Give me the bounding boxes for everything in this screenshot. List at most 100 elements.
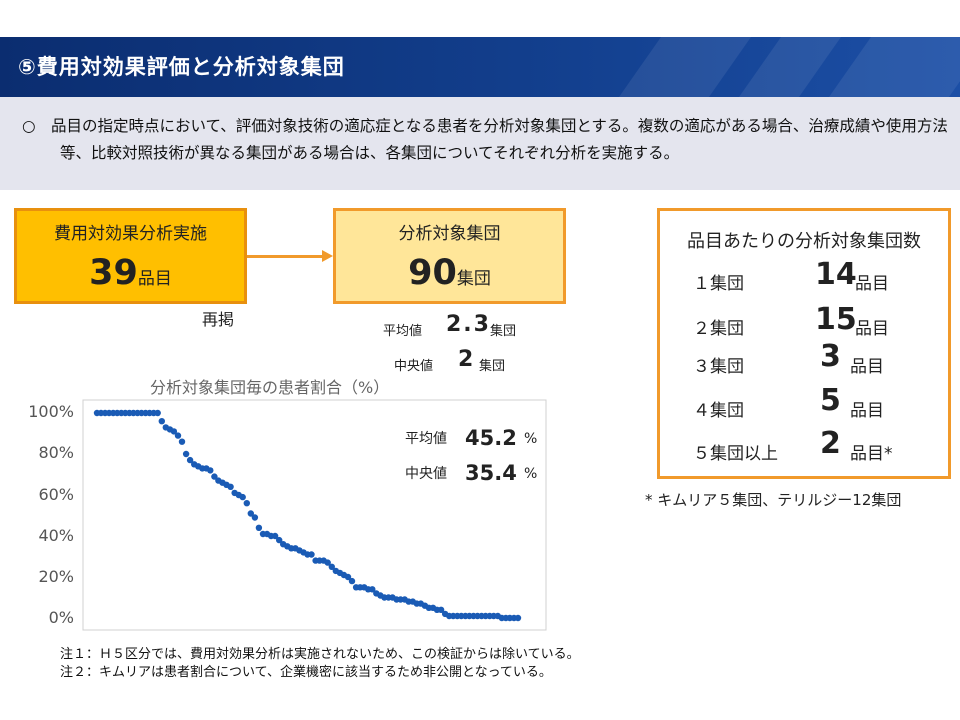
groups-row-unit: 品目 [855, 274, 889, 294]
data-point [441, 610, 449, 618]
data-point [450, 612, 457, 620]
data-point [506, 614, 514, 622]
data-point [417, 600, 424, 607]
data-point [490, 612, 497, 620]
groups-row-label: ２集団 [693, 319, 744, 339]
chart-median-label: 中央値 [405, 466, 447, 482]
groups-row-unit: 品目* [850, 444, 893, 464]
data-point [118, 409, 125, 417]
chart-median-value: 35.4 [465, 461, 517, 485]
data-point [458, 612, 465, 620]
data-point [393, 596, 400, 603]
data-point [429, 604, 437, 611]
chart-mean-label: 平均値 [405, 431, 447, 447]
data-point [336, 569, 344, 577]
data-point [150, 409, 157, 417]
data-point [259, 530, 267, 538]
data-point [365, 586, 372, 593]
data-point [437, 606, 445, 613]
chart-mean-unit: % [524, 431, 537, 447]
data-point [352, 584, 360, 591]
data-point [389, 594, 396, 601]
y-tick-label: 0% [48, 608, 74, 627]
data-point [251, 514, 259, 521]
groups-row-unit: 品目 [850, 401, 884, 421]
data-point [381, 594, 388, 601]
data-point [243, 500, 250, 507]
data-point [405, 598, 412, 605]
data-point [348, 577, 356, 585]
target-population-title: 分析対象集団 [398, 224, 501, 244]
groups-footnote: * キムリア５集団、テリルジー12集団 [645, 491, 902, 509]
data-point [231, 489, 238, 497]
data-point [97, 409, 105, 417]
data-point [235, 491, 242, 499]
analysis-count-value: 39品目 [17, 253, 244, 293]
data-point [162, 424, 169, 431]
y-tick-label: 80% [38, 443, 74, 462]
data-point [239, 493, 246, 501]
note-line: 注１：Ｈ５区分では、費用対効果分析は実施されないため、この検証からは除いている。 [60, 647, 580, 662]
analysis-count-unit: 品目 [137, 269, 172, 289]
data-point [288, 545, 295, 552]
data-point [304, 551, 311, 558]
population-median-label: 中央値 [394, 359, 434, 374]
data-point [191, 461, 198, 468]
y-tick-label: 40% [38, 526, 74, 545]
data-point [478, 612, 485, 620]
target-population-number: 90 [408, 253, 457, 293]
data-point [271, 532, 279, 540]
repost-note: 再掲 [202, 310, 235, 329]
data-point [308, 551, 315, 558]
notes: 注１：Ｈ５区分では、費用対効果分析は実施されないため、この検証からは除いている。… [60, 646, 580, 682]
data-point [284, 543, 291, 550]
data-point [377, 592, 384, 599]
data-point [462, 612, 469, 620]
data-point [502, 614, 510, 622]
data-point [174, 432, 182, 439]
data-point [219, 479, 226, 486]
data-point [199, 465, 206, 472]
data-point [425, 604, 433, 611]
data-point [328, 563, 335, 570]
data-point [211, 473, 218, 480]
groups-per-item-box: 品目あたりの分析対象集団数 １集団 14 品目 ２集団 15 品目 ３集団 3 … [657, 208, 951, 479]
data-point [296, 547, 303, 554]
data-point [93, 409, 101, 417]
groups-row-value: 15 [815, 302, 857, 337]
flow-arrow-icon [322, 250, 333, 262]
flow-arrow-line [247, 255, 325, 258]
data-point [324, 559, 331, 566]
data-point [276, 536, 283, 544]
data-point [215, 477, 222, 484]
data-point [114, 409, 121, 417]
groups-per-item-title: 品目あたりの分析対象集団数 [687, 231, 921, 252]
data-point [433, 606, 441, 613]
data-point [413, 600, 420, 607]
data-point [486, 612, 493, 620]
data-point [361, 584, 368, 591]
data-point [267, 532, 275, 540]
data-point [122, 409, 129, 417]
groups-row-value: 2 [820, 426, 841, 461]
population-mean-label: 平均値 [383, 324, 423, 339]
data-point [263, 530, 271, 538]
data-point [227, 483, 234, 490]
chart-title: 分析対象集団毎の患者割合（%） [150, 378, 390, 397]
data-point [421, 602, 429, 609]
target-population-box: 分析対象集団 90集団 [333, 208, 566, 304]
y-tick-label: 20% [38, 567, 74, 586]
data-point [312, 557, 319, 564]
population-mean-unit: 集団 [490, 324, 517, 339]
data-point [255, 524, 263, 531]
data-point [134, 409, 141, 417]
data-point [316, 557, 323, 564]
y-tick-label: 100% [28, 402, 74, 421]
target-population-unit: 集団 [456, 269, 491, 289]
data-point [158, 418, 165, 425]
target-population-value: 90集団 [336, 253, 563, 293]
groups-row-value: 14 [815, 257, 857, 292]
data-point [138, 409, 145, 417]
analysis-count-title: 費用対効果分析実施 [54, 224, 207, 244]
data-point [332, 567, 339, 575]
